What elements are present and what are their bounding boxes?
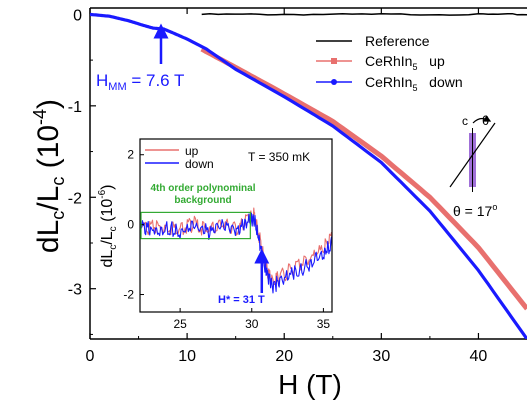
inset-series-group [140, 207, 332, 294]
inset-background-box [140, 211, 251, 240]
y-axis-label: dLc/Lc (10-4) [30, 99, 68, 253]
field-direction-line [449, 122, 496, 188]
inset-box-outline [140, 211, 251, 240]
series-line-2 [90, 12, 527, 339]
legend-marker-down [331, 79, 337, 85]
x-tick-label: 20 [275, 348, 293, 365]
inset-y-axis-label: dLc/Lc (10-6) [97, 185, 119, 268]
inset-x-tick-label: 25 [173, 317, 187, 331]
legend: Reference CeRhIn5 up CeRhIn5 down [316, 33, 463, 93]
inset-series-line-1 [140, 212, 332, 294]
inset-chart: 25 30 35 2 0 -2 dLc/Lc (10-6) up down T = 350… [97, 138, 333, 331]
inset-x-tick-label: 30 [245, 317, 259, 331]
series-line-0 [201, 12, 527, 16]
angle-schematic: c θ θ = 17o [449, 113, 497, 219]
main-axes: 0 10 20 30 400-1-2-3 [68, 7, 527, 365]
hmm-label: HMM = 7.6 T [96, 71, 184, 93]
hmm-annotation: HMM = 7.6 T [96, 23, 184, 93]
main-series-group [90, 12, 527, 339]
inset-frame [139, 138, 333, 313]
x-tick-label: 30 [372, 348, 390, 365]
angle-arc [472, 115, 492, 124]
x-tick-label: 10 [178, 348, 196, 365]
legend-marker-up [331, 58, 337, 64]
x-tick-label: 0 [86, 348, 95, 365]
series-line-1 [200, 46, 527, 311]
hstar-label: H* = 31 T [218, 294, 265, 306]
inset-box-label-1: 4th order polynominal [150, 183, 255, 194]
inset-box-label-2: background [174, 195, 231, 206]
legend-label-up: CeRhIn5 up [365, 53, 445, 72]
theta-label: θ [482, 113, 489, 128]
inset-temperature: T = 350 mK [248, 150, 310, 164]
legend-label-down: CeRhIn5 down [365, 74, 463, 93]
inset-legend-label-up: up [185, 144, 199, 158]
y-tick-label: -1 [68, 99, 82, 116]
inset-x-tick-label: 35 [317, 317, 331, 331]
inset-y-tick-label: 2 [127, 148, 134, 162]
inset-legend: up down [145, 144, 214, 171]
y-tick-label: 0 [73, 7, 82, 24]
angle-value: θ = 17o [453, 202, 497, 219]
x-tick-label: 40 [470, 348, 488, 365]
y-tick-label: -3 [68, 282, 82, 299]
legend-label-reference: Reference [365, 33, 430, 49]
inset-y-tick-label: 0 [127, 218, 134, 232]
inset-legend-label-down: down [185, 157, 214, 171]
x-axis-label: H (T) [278, 369, 342, 400]
c-label: c [462, 114, 468, 128]
inset-axes: 25 30 35 2 0 -2 [123, 138, 333, 331]
inset-y-tick-label: -2 [123, 288, 134, 302]
y-tick-label: -2 [68, 190, 82, 207]
